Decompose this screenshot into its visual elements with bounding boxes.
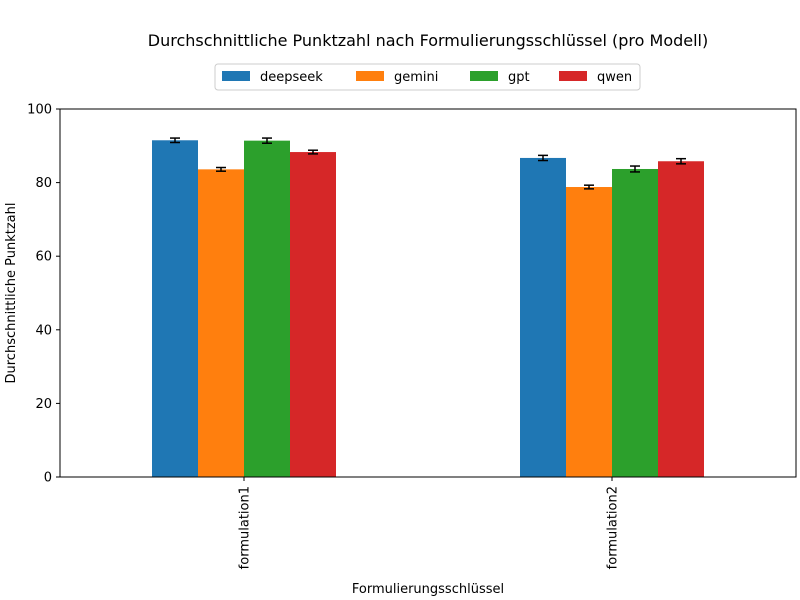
x-axis-label: Formulierungsschlüssel	[352, 582, 504, 597]
bar-qwen-1	[290, 152, 336, 477]
bar-gpt-2	[612, 168, 658, 477]
bar-gemini-1	[198, 169, 244, 478]
legend-label-qwen: qwen	[597, 70, 632, 85]
legend-swatch-gpt	[470, 71, 498, 81]
bar-deepseek-2	[520, 157, 566, 477]
legend-swatch-gemini	[356, 71, 384, 81]
plot-area: 0 20 40 60 80 100 formulation1 formulation2	[27, 103, 797, 569]
error-bar-gpt-1	[262, 137, 272, 144]
y-tick-label: 0	[44, 471, 52, 486]
y-tick-label: 80	[35, 176, 52, 191]
x-tick-label: formulation1	[238, 486, 253, 569]
bar-qwen-2	[658, 161, 704, 478]
error-bar-gemini-2	[584, 184, 594, 190]
bar-gemini-2	[566, 187, 612, 478]
legend-label-gpt: gpt	[508, 70, 530, 85]
error-bar-qwen-2	[676, 157, 686, 165]
y-tick-label: 40	[35, 323, 52, 338]
plot-frame	[59, 108, 797, 478]
legend-swatch-qwen	[559, 71, 587, 81]
bar-deepseek-1	[152, 140, 198, 477]
bar-gpt-1	[244, 140, 290, 477]
error-bar-gpt-2	[630, 165, 640, 173]
chart-title: Durchschnittliche Punktzahl nach Formuli…	[148, 31, 708, 50]
legend: deepseek gemini gpt qwen	[214, 63, 641, 91]
legend-label-deepseek: deepseek	[260, 70, 323, 85]
y-tick-label: 20	[35, 397, 52, 412]
error-bar-qwen-1	[308, 149, 318, 155]
legend-label-gemini: gemini	[394, 70, 438, 85]
y-tick-label: 100	[27, 103, 52, 118]
legend-swatch-deepseek	[222, 71, 250, 81]
x-tick-label: formulation2	[606, 486, 621, 569]
y-axis-label: Durchschnittliche Punktzahl	[4, 203, 19, 384]
legend-box	[214, 63, 641, 91]
error-bar-deepseek-2	[538, 154, 548, 162]
error-bar-deepseek-1	[170, 137, 180, 144]
y-tick-label: 60	[35, 250, 52, 265]
error-bar-gemini-1	[216, 166, 226, 172]
